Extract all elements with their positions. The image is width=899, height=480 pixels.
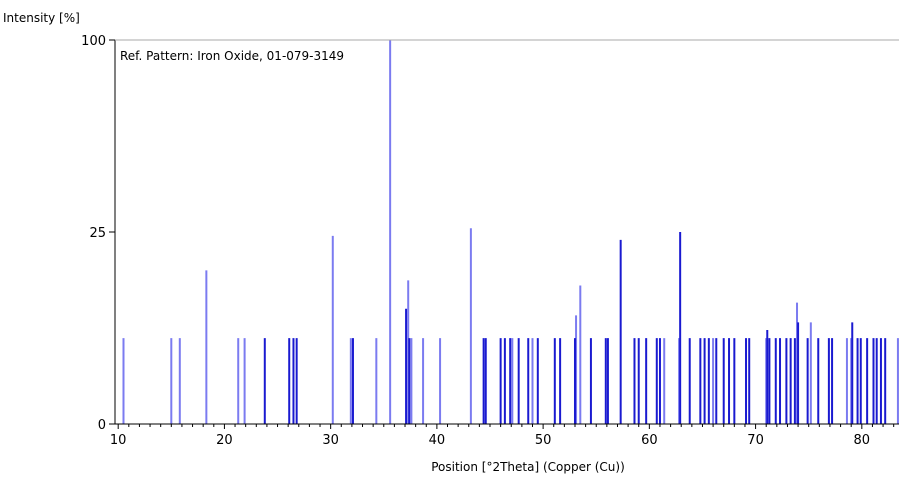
- x-tick-label: 30: [322, 433, 339, 448]
- x-tick-label: 10: [110, 433, 127, 448]
- y-axis-title: Intensity [%]: [3, 11, 80, 25]
- peak-bars: [122, 40, 899, 424]
- x-tick-label: 80: [854, 433, 871, 448]
- y-tick-label: 100: [81, 34, 106, 49]
- x-tick-label: 60: [641, 433, 658, 448]
- x-axis-ticks: 10 20 30 40 50 60 70 80: [110, 424, 895, 448]
- x-tick-label: 40: [429, 433, 446, 448]
- y-axis-ticks: 0 25 100: [81, 34, 115, 433]
- x-tick-label: 70: [747, 433, 764, 448]
- reference-pattern-label: Ref. Pattern: Iron Oxide, 01-079-3149: [120, 49, 344, 63]
- x-tick-label: 20: [216, 433, 233, 448]
- y-tick-label: 25: [89, 226, 106, 241]
- x-tick-label: 50: [535, 433, 552, 448]
- y-tick-label: 0: [98, 418, 106, 433]
- x-axis-title: Position [°2Theta] (Copper (Cu)): [431, 460, 625, 474]
